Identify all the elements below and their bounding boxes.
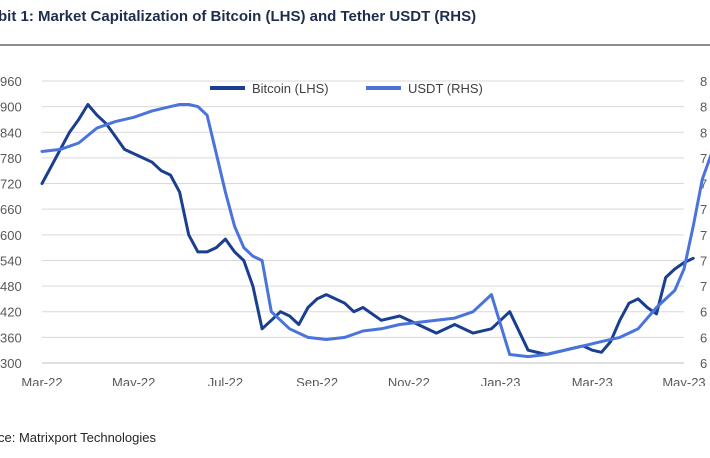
grid-lines [42,80,684,364]
y-right-tick-label: 8 [700,74,707,89]
y-right-tick-label: 7 [700,177,707,192]
x-tick-label: May-23 [662,375,705,386]
x-tick-label: Mar-23 [572,375,613,386]
y-left-tick-label: 900 [0,100,22,115]
y-right-tick-label: 6 [700,305,707,320]
y-left-tick-label: 660 [0,202,22,217]
y-left-ticks: 960 900 840 780 720 660 600 540 480 420 360 300 [0,74,22,371]
y-right-tick-label: 7 [700,253,707,268]
y-right-tick-label: 8 [700,100,707,115]
y-left-tick-label: 420 [0,305,22,320]
y-right-tick-label: 6 [700,330,707,345]
x-tick-label: Nov-22 [388,375,430,386]
legend-label-usdt: USDT (RHS) [408,81,483,96]
y-left-tick-label: 540 [0,253,22,268]
y-right-tick-label: 8 [700,125,707,140]
x-tick-label: Mar-22 [21,375,62,386]
y-left-tick-label: 480 [0,279,22,294]
y-right-tick-label: 7 [700,279,707,294]
source-note: ce: Matrixport Technologies [0,430,157,445]
series-line-usdt [40,103,710,359]
y-left-tick-label: 840 [0,125,22,140]
y-left-tick-label: 360 [0,330,22,345]
y-left-tick-label: 300 [0,356,22,371]
y-left-tick-label: 600 [0,228,22,243]
title-divider [0,44,710,46]
y-right-tick-label: 6 [700,356,707,371]
x-tick-label: Jul-22 [208,375,243,386]
x-tick-label: May-22 [112,375,155,386]
x-tick-label: Sep-22 [296,375,338,386]
x-ticks: Mar-22 May-22 Jul-22 Sep-22 Nov-22 Jan-23 Mar-… [21,375,705,386]
chart-title: bit 1: Market Capitalization of Bitcoin … [0,8,477,25]
series-line-bitcoin [40,103,695,356]
x-tick-label: Jan-23 [481,375,521,386]
legend: Bitcoin (LHS) USDT (RHS) [210,81,483,96]
y-left-tick-label: 720 [0,177,22,192]
y-right-tick-label: 7 [700,202,707,217]
y-right-ticks: 8 8 8 7 7 7 7 7 7 6 6 6 [700,74,707,371]
legend-label-bitcoin: Bitcoin (LHS) [252,81,329,96]
y-left-tick-label: 780 [0,151,22,166]
y-right-tick-label: 7 [700,151,707,166]
y-left-tick-label: 960 [0,74,22,89]
series-lines [40,103,710,359]
y-right-tick-label: 7 [700,228,707,243]
